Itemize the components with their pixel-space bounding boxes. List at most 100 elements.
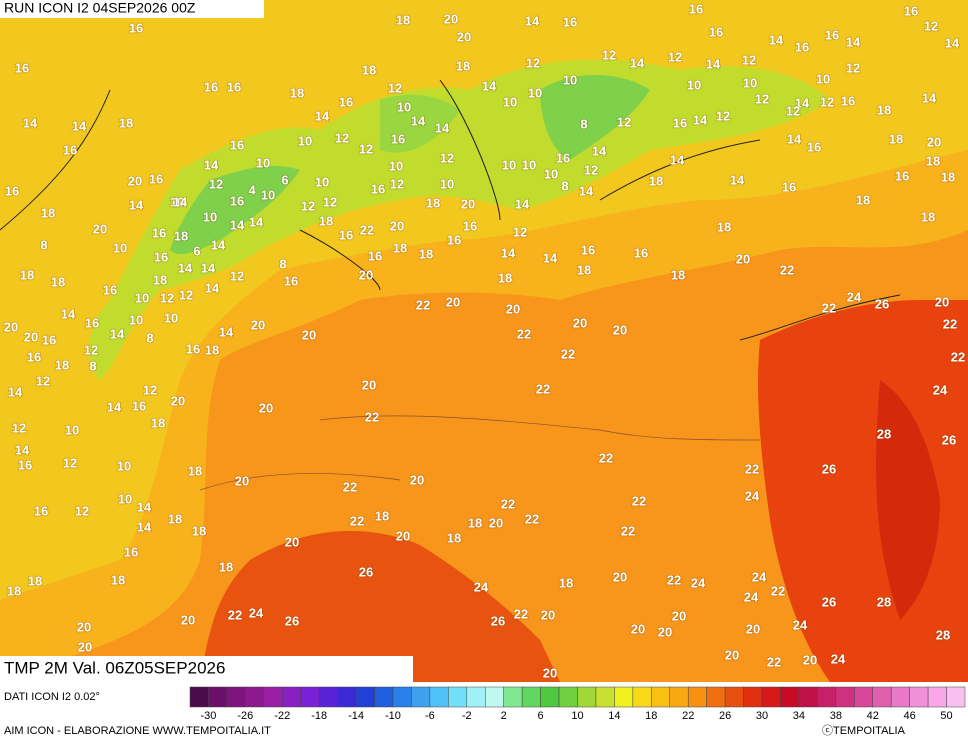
temperature-label: 10 bbox=[544, 166, 558, 181]
temperature-label: 14 bbox=[693, 112, 708, 127]
temperature-label: 22 bbox=[667, 572, 681, 587]
temperature-label: 16 bbox=[782, 179, 796, 194]
temperature-label: 16 bbox=[463, 218, 477, 233]
temperature-label: 12 bbox=[846, 60, 860, 75]
temperature-label: 16 bbox=[339, 227, 353, 242]
temperature-label: 18 bbox=[151, 415, 165, 430]
temperature-label: 18 bbox=[889, 131, 903, 146]
temperature-label: 12 bbox=[602, 47, 616, 62]
temperature-label: 14 bbox=[706, 56, 721, 71]
temperature-label: 12 bbox=[513, 224, 527, 239]
temperature-label: 12 bbox=[742, 52, 756, 67]
credit-text: AIM ICON - ELABORAZIONE WWW.TEMPOITALIA.… bbox=[4, 725, 271, 737]
temperature-label: 16 bbox=[227, 79, 241, 94]
temperature-label: 12 bbox=[526, 55, 540, 70]
temperature-label: 28 bbox=[936, 627, 950, 642]
temperature-label: 20 bbox=[613, 569, 627, 584]
temperature-label: 14 bbox=[315, 108, 330, 123]
temperature-label: 12 bbox=[440, 150, 454, 165]
temperature-label: 22 bbox=[536, 381, 550, 396]
temperature-label: 14 bbox=[846, 34, 861, 49]
temperature-label: 18 bbox=[649, 173, 663, 188]
temperature-label: 12 bbox=[388, 80, 402, 95]
temperature-label: 20 bbox=[489, 515, 503, 530]
temperature-label: 10 bbox=[113, 240, 127, 255]
temperature-label: 14 bbox=[178, 260, 193, 275]
temperature-label: 14 bbox=[795, 95, 810, 110]
temperature-label: 12 bbox=[160, 290, 174, 305]
temperature-label: 14 bbox=[525, 13, 540, 28]
temperature-label: 14 bbox=[945, 35, 960, 50]
colorbar-box bbox=[300, 686, 320, 708]
colorbar-box bbox=[226, 686, 246, 708]
temperature-label: 12 bbox=[143, 382, 157, 397]
temperature-label: 16 bbox=[129, 20, 143, 35]
temperature-label: 14 bbox=[730, 172, 745, 187]
temperature-label: 10 bbox=[203, 209, 217, 224]
temperature-label: 20 bbox=[446, 294, 460, 309]
colorbar-tick-label: 26 bbox=[719, 710, 731, 722]
colorbar-tick-label: 14 bbox=[608, 710, 620, 722]
temperature-label: 22 bbox=[501, 496, 515, 511]
temperature-label: 18 bbox=[671, 267, 685, 282]
temperature-label: 8 bbox=[146, 330, 153, 345]
temperature-label: 14 bbox=[173, 194, 188, 209]
colorbar-tick-label: 2 bbox=[501, 710, 507, 722]
temperature-label: 22 bbox=[517, 326, 531, 341]
temperature-label: 16 bbox=[673, 115, 687, 130]
temperature-label: 20 bbox=[543, 665, 557, 680]
temperature-label: 12 bbox=[179, 287, 193, 302]
colorbar-box bbox=[927, 686, 947, 708]
colorbar-box bbox=[854, 686, 873, 708]
temperature-label: 16 bbox=[689, 1, 703, 16]
temperature-label: 18 bbox=[205, 342, 219, 357]
temperature-label: 16 bbox=[391, 131, 405, 146]
temperature-label: 20 bbox=[362, 377, 376, 392]
temperature-label: 16 bbox=[27, 349, 41, 364]
colorbar-box bbox=[521, 686, 541, 708]
temperature-label: 10 bbox=[687, 77, 701, 92]
colorbar-box bbox=[890, 686, 910, 708]
temperature-label: 14 bbox=[630, 55, 645, 70]
temperature-label: 22 bbox=[561, 346, 575, 361]
temperature-label: 18 bbox=[396, 12, 410, 27]
colorbar-box bbox=[724, 686, 744, 708]
temperature-label: 8 bbox=[561, 178, 568, 193]
temperature-label: 14 bbox=[205, 280, 220, 295]
temperature-label: 8 bbox=[580, 116, 587, 131]
colorbar-tick-label: -6 bbox=[425, 710, 435, 722]
temperature-label: 22 bbox=[951, 349, 965, 364]
temperature-label: 22 bbox=[350, 513, 364, 528]
temperature-label: 14 bbox=[670, 152, 685, 167]
temperature-label: 26 bbox=[491, 613, 505, 628]
temperature-label: 20 bbox=[927, 134, 941, 149]
temperature-label: 16 bbox=[895, 168, 909, 183]
temperature-label: 24 bbox=[831, 651, 846, 666]
temperature-label: 22 bbox=[343, 479, 357, 494]
temperature-label: 26 bbox=[942, 432, 956, 447]
temperature-label: 22 bbox=[822, 300, 836, 315]
run-box bbox=[0, 0, 264, 18]
temperature-label: 20 bbox=[259, 400, 273, 415]
temperature-label: 16 bbox=[339, 94, 353, 109]
temperature-label: 14 bbox=[129, 197, 144, 212]
temperature-label: 14 bbox=[769, 32, 784, 47]
colorbar-box bbox=[558, 686, 578, 708]
temperature-label: 18 bbox=[7, 583, 21, 598]
run-title: RUN ICON I2 04SEP2026 00Z bbox=[4, 0, 196, 16]
colorbar-box bbox=[466, 686, 486, 708]
temperature-label: 26 bbox=[285, 613, 299, 628]
temperature-label: 16 bbox=[284, 273, 298, 288]
temperature-label: 12 bbox=[36, 373, 50, 388]
temperature-label: 20 bbox=[746, 621, 760, 636]
temperature-label: 18 bbox=[192, 523, 206, 538]
temperature-label: 16 bbox=[825, 27, 839, 42]
colorbar-box bbox=[208, 686, 228, 708]
temperature-label: 10 bbox=[135, 290, 149, 305]
temperature-label: 20 bbox=[631, 621, 645, 636]
temperature-label: 16 bbox=[634, 245, 648, 260]
temperature-label: 28 bbox=[877, 426, 891, 441]
temperature-label: 18 bbox=[447, 530, 461, 545]
temperature-label: 18 bbox=[559, 575, 573, 590]
temperature-label: 24 bbox=[847, 289, 862, 304]
